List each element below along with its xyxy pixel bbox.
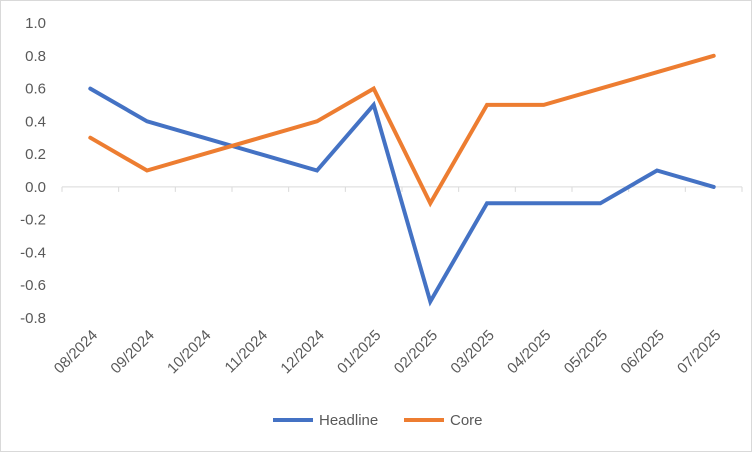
x-axis-tick-marks bbox=[61, 186, 743, 192]
x-tick-label: 12/2024 bbox=[277, 327, 327, 377]
series-line-headline bbox=[88, 86, 716, 307]
x-tick-label: 01/2025 bbox=[334, 327, 384, 377]
legend: Headline Core bbox=[273, 412, 483, 429]
x-tick-label: 02/2025 bbox=[391, 327, 441, 377]
y-tick-label: 0.2 bbox=[25, 146, 46, 163]
series-lines bbox=[88, 53, 716, 307]
x-tick-label: 06/2025 bbox=[617, 327, 667, 377]
legend-label-core: Core bbox=[450, 412, 483, 429]
y-tick-label: 0.0 bbox=[25, 179, 46, 196]
y-tick-label: -0.6 bbox=[20, 277, 46, 294]
y-tick-label: 0.4 bbox=[25, 113, 46, 130]
legend-label-headline: Headline bbox=[319, 412, 378, 429]
y-tick-label: 0.8 bbox=[25, 48, 46, 65]
x-tick-label: 07/2025 bbox=[674, 327, 724, 377]
y-axis-ticks: 1.0 0.8 0.6 0.4 0.2 0.0 -0.2 -0.4 -0.6 -0.8 bbox=[20, 15, 46, 327]
x-tick-label: 08/2024 bbox=[51, 327, 101, 377]
x-tick-label: 04/2025 bbox=[504, 327, 554, 377]
x-tick-label: 05/2025 bbox=[561, 327, 611, 377]
x-tick-label: 11/2024 bbox=[222, 327, 272, 377]
x-axis-ticks: 08/2024 09/2024 10/2024 11/2024 12/2024 01/20… bbox=[51, 327, 725, 377]
y-tick-label: -0.4 bbox=[20, 244, 46, 261]
x-tick-label: 03/2025 bbox=[447, 327, 497, 377]
x-tick-label: 10/2024 bbox=[164, 327, 214, 377]
y-tick-label: 1.0 bbox=[25, 15, 46, 32]
y-tick-label: 0.6 bbox=[25, 81, 46, 98]
series-line-core bbox=[88, 53, 716, 208]
y-tick-label: -0.8 bbox=[20, 310, 46, 327]
y-tick-label: -0.2 bbox=[20, 212, 46, 229]
x-tick-label: 09/2024 bbox=[107, 327, 157, 377]
